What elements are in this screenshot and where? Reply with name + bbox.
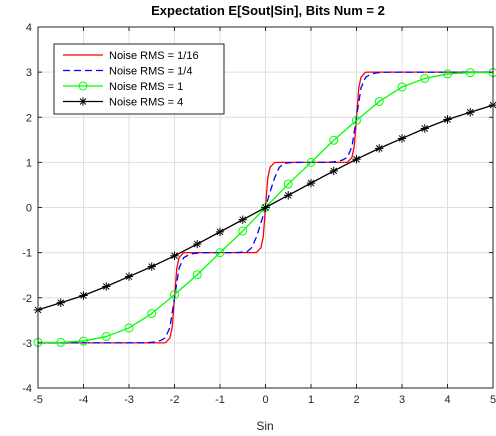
asterisk-stroke (57, 299, 65, 307)
series-4-point (466, 108, 475, 117)
series-3-point (238, 226, 248, 236)
legend-label: Noise RMS = 1 (109, 81, 183, 93)
legend: Noise RMS = 1/16 Noise RMS = 1/4 Noise RMS… (53, 43, 225, 115)
series-3-point (374, 96, 384, 106)
x-tick-label: 5 (490, 394, 496, 406)
x-axis-label: Sin (256, 419, 273, 433)
asterisk-stroke (102, 283, 110, 290)
chart-title: Expectation E[Sout|Sin], Bits Num = 2 (151, 3, 385, 18)
series-4-point (420, 124, 429, 133)
series-3-point (101, 332, 111, 342)
series-3-point (443, 69, 452, 79)
series-3-point (170, 290, 179, 300)
asterisk-stroke (216, 228, 224, 236)
series-3-point (215, 248, 225, 258)
series-3-point (79, 336, 88, 346)
y-tick-label: 0 (26, 203, 32, 215)
series-3-point (352, 115, 361, 125)
asterisk-stroke (307, 179, 315, 187)
series-4-point (284, 191, 293, 200)
legend-swatch-marker (78, 81, 88, 91)
series-4-point (170, 251, 179, 260)
series-group (33, 68, 496, 347)
asterisk-stroke (79, 98, 87, 105)
legend-label: Noise RMS = 4 (109, 97, 183, 109)
asterisk-stroke (284, 191, 292, 199)
y-tick-label: 3 (26, 67, 32, 79)
x-tick-label: -4 (79, 394, 89, 406)
y-tick-label: 4 (26, 22, 32, 34)
asterisk-stroke (330, 167, 338, 175)
series-3-point (465, 68, 475, 78)
asterisk-stroke (398, 135, 406, 142)
y-tick-label: -3 (22, 338, 32, 350)
y-tick-label: 1 (26, 157, 32, 169)
x-tick-label: -5 (33, 394, 43, 406)
y-tick-label: 2 (26, 112, 32, 124)
series-3-point (147, 309, 157, 319)
legend-label: Noise RMS = 1/4 (109, 66, 192, 78)
asterisk-stroke (148, 263, 156, 270)
x-tick-label: -2 (170, 394, 180, 406)
series-3-point (329, 135, 339, 145)
series-4-point (352, 155, 361, 164)
asterisk-stroke (444, 116, 451, 123)
y-tick-label: -1 (22, 248, 32, 260)
series-4-point (306, 178, 316, 188)
asterisk-stroke (466, 108, 474, 116)
asterisk-stroke (80, 292, 87, 299)
asterisk-stroke (193, 240, 201, 248)
series-3-point (283, 179, 293, 189)
series-4-point (397, 134, 407, 143)
series-4-point (238, 215, 247, 224)
series-4-point (147, 262, 156, 271)
series-4-point (443, 115, 452, 124)
asterisk-stroke (375, 145, 383, 152)
series-4-point (215, 227, 225, 237)
asterisk-stroke (239, 216, 247, 224)
x-tick-label: 4 (444, 394, 450, 406)
series-4-point (102, 282, 111, 291)
asterisk-stroke (353, 155, 360, 163)
x-tick-label: -1 (215, 394, 225, 406)
y-tick-label: -2 (22, 293, 32, 305)
series-3-point (397, 82, 407, 92)
series-3-point (56, 337, 66, 347)
series-4-point (375, 144, 384, 153)
series-4-point (56, 298, 65, 307)
x-tick-label: 2 (353, 394, 359, 406)
series-4-point (329, 166, 338, 176)
x-tick-label: 0 (262, 394, 268, 406)
series-3-point (306, 157, 316, 167)
x-tick-label: 3 (399, 394, 405, 406)
asterisk-stroke (421, 125, 429, 132)
series-3-point (124, 323, 134, 333)
asterisk-stroke (171, 252, 178, 260)
series-4-point (261, 203, 270, 212)
series-3-point (192, 270, 202, 280)
series-4-point (193, 239, 202, 249)
legend-label: Noise RMS = 1/16 (109, 50, 199, 62)
series-4-point (124, 272, 134, 281)
asterisk-stroke (262, 204, 269, 211)
x-tick-label: -3 (124, 394, 134, 406)
series-3-point (420, 73, 430, 83)
legend-swatch-marker (78, 97, 88, 106)
asterisk-stroke (125, 273, 133, 280)
series-4-point (79, 291, 88, 300)
x-tick-label: 1 (308, 394, 314, 406)
y-tick-label: -4 (22, 383, 32, 395)
